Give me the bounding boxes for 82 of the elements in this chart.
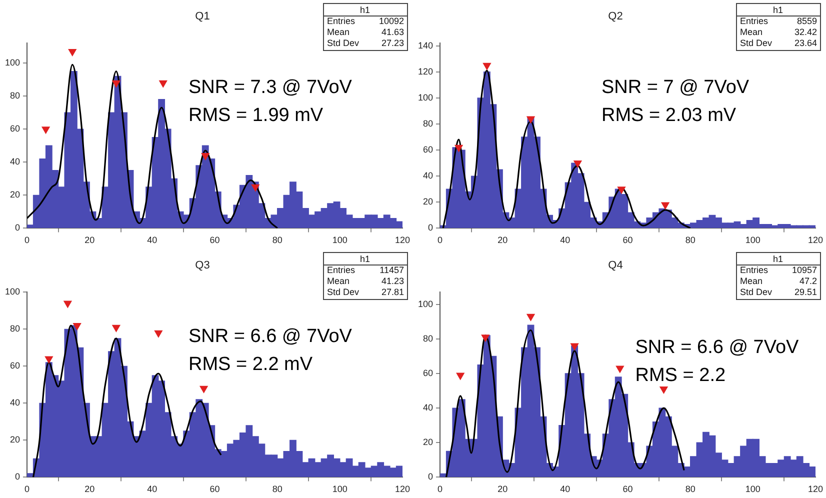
x-tick-label: 80 xyxy=(272,484,282,494)
x-tick-label: 0 xyxy=(24,235,30,246)
x-tick-label: 20 xyxy=(84,484,95,494)
x-tick-label: 40 xyxy=(147,235,158,246)
x-tick-label: 0 xyxy=(24,484,30,494)
text: h1 xyxy=(360,254,370,264)
chart-title: Q1 xyxy=(195,10,210,23)
y-tick-label: 140 xyxy=(418,40,434,50)
text: Entries 8559 xyxy=(740,16,817,26)
x-tick-label: 80 xyxy=(685,484,696,494)
text: Entries 11457 xyxy=(327,264,404,275)
y-tick-label: 60 xyxy=(10,360,20,371)
y-tick-label: 100 xyxy=(418,92,434,102)
text: Std Dev 27.81 xyxy=(327,286,404,297)
y-tick-label: 40 xyxy=(423,170,434,181)
y-tick-label: 80 xyxy=(10,90,20,101)
x-tick-label: 0 xyxy=(438,235,443,246)
annotation: RMS = 1.99 mV xyxy=(188,104,324,126)
text: Mean 47.2 xyxy=(740,276,817,286)
y-tick-label: 100 xyxy=(418,298,434,309)
annotation: RMS = 2.03 mV xyxy=(601,104,736,126)
y-tick-label: 0 xyxy=(428,222,434,233)
y-tick-label: 20 xyxy=(10,190,20,200)
x-tick-label: 60 xyxy=(210,484,220,494)
y-tick-label: 0 xyxy=(428,472,434,482)
x-tick-label: 120 xyxy=(394,235,410,246)
x-tick-label: 20 xyxy=(84,235,95,246)
x-tick-label: 80 xyxy=(685,235,696,246)
x-tick-label: 20 xyxy=(498,235,508,246)
y-tick-label: 40 xyxy=(423,402,434,413)
x-tick-label: 0 xyxy=(438,484,443,494)
chart-title: Q4 xyxy=(608,260,623,272)
text: h1 xyxy=(360,4,370,15)
text: Std Dev 29.51 xyxy=(740,286,817,297)
y-tick-label: 100 xyxy=(4,286,20,297)
x-tick-label: 120 xyxy=(394,484,410,494)
x-tick-label: 120 xyxy=(808,235,824,246)
x-tick-label: 100 xyxy=(332,235,348,246)
x-tick-label: 40 xyxy=(560,235,570,246)
annotation: SNR = 7 @ 7VoV xyxy=(601,76,750,98)
y-tick-label: 40 xyxy=(10,398,20,408)
x-tick-label: 120 xyxy=(808,484,824,494)
x-tick-label: 60 xyxy=(622,484,633,494)
x-tick-label: 60 xyxy=(210,235,220,246)
y-tick-label: 20 xyxy=(423,196,434,207)
x-tick-label: 40 xyxy=(147,484,158,494)
y-tick-label: 100 xyxy=(4,58,20,68)
text: Std Dev 23.64 xyxy=(740,38,817,48)
y-tick-label: 0 xyxy=(15,472,20,482)
y-tick-label: 20 xyxy=(10,434,20,445)
y-tick-label: 20 xyxy=(423,437,434,448)
text: h1 xyxy=(772,4,784,15)
y-tick-label: 0 xyxy=(15,222,20,233)
x-tick-label: 100 xyxy=(745,235,760,246)
annotation: RMS = 2.2 mV xyxy=(188,354,313,375)
y-tick-label: 40 xyxy=(10,156,20,167)
text: Entries 10092 xyxy=(327,16,404,26)
y-tick-label: 60 xyxy=(423,368,434,378)
annotation: SNR = 7.3 @ 7VoV xyxy=(188,76,352,98)
y-tick-label: 80 xyxy=(423,333,434,344)
x-tick-label: 80 xyxy=(272,235,282,246)
x-tick-label: 40 xyxy=(560,484,570,494)
x-tick-label: 60 xyxy=(622,235,633,246)
y-tick-label: 60 xyxy=(423,144,434,155)
annotation: RMS = 2.2 xyxy=(635,364,726,386)
text: Mean 32.42 xyxy=(740,26,817,37)
y-tick-label: 80 xyxy=(10,324,20,334)
text: Entries 10957 xyxy=(740,264,817,275)
y-tick-label: 60 xyxy=(10,124,20,134)
y-tick-label: 120 xyxy=(418,66,434,76)
text: h1 xyxy=(772,254,784,264)
text: Mean 41.23 xyxy=(327,276,404,286)
x-tick-label: 100 xyxy=(332,484,348,494)
text: Mean 41.63 xyxy=(327,26,404,37)
text: Std Dev 27.23 xyxy=(327,38,404,48)
annotation: SNR = 6.6 @ 7VoV xyxy=(635,336,800,358)
x-tick-label: 20 xyxy=(498,484,508,494)
chart-title: Q2 xyxy=(608,10,623,23)
annotation: SNR = 6.6 @ 7VoV xyxy=(188,326,352,347)
y-tick-label: 80 xyxy=(423,118,434,128)
x-tick-label: 100 xyxy=(745,484,760,494)
chart-title: Q3 xyxy=(195,260,210,272)
